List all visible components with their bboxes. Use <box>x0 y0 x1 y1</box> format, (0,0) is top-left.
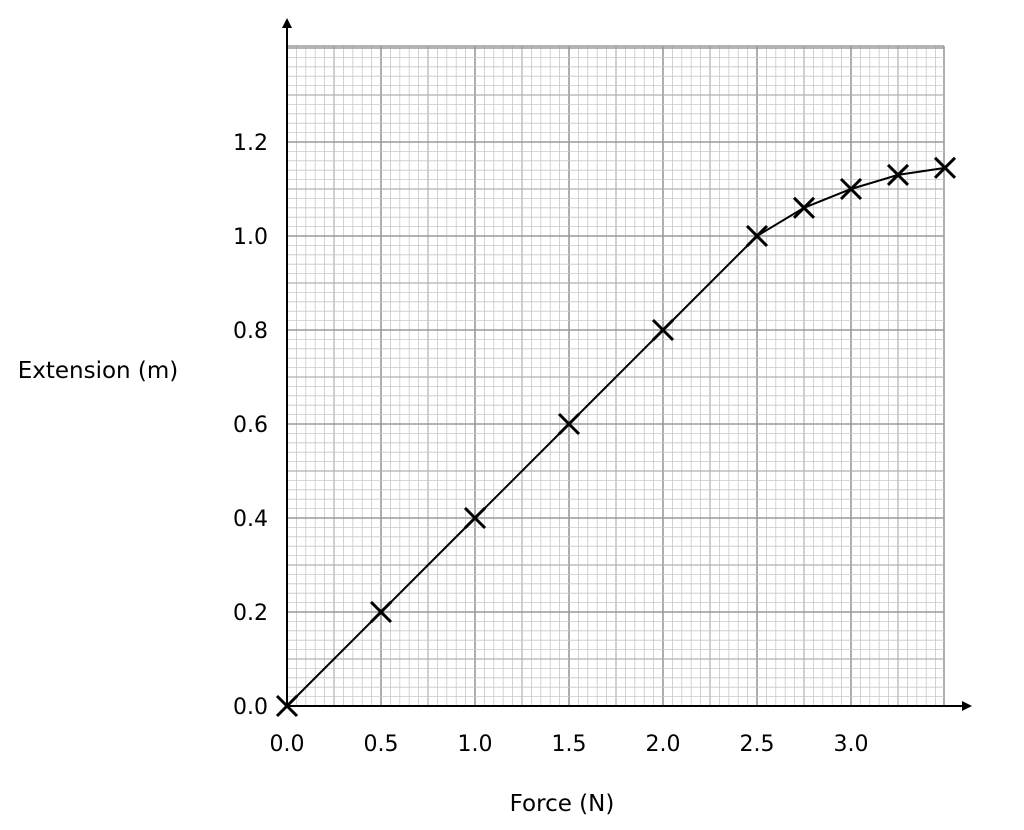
data-point-marker <box>275 694 299 718</box>
x-axis-label: Force (N) <box>510 791 615 817</box>
data-point-marker <box>463 506 487 530</box>
data-series <box>275 156 957 718</box>
grid <box>286 45 945 707</box>
y-tick-label: 1.2 <box>233 131 268 156</box>
x-tick-label: 1.0 <box>458 732 493 757</box>
data-point-marker <box>886 163 910 186</box>
y-tick-label: 0.4 <box>233 507 268 532</box>
x-tick-label: 2.5 <box>740 732 775 757</box>
axes <box>282 18 972 711</box>
data-point-marker <box>745 224 769 248</box>
data-point-marker <box>369 600 393 624</box>
x-axis-arrow <box>962 701 972 711</box>
x-tick-label: 2.0 <box>646 732 681 757</box>
data-point-marker <box>557 412 581 436</box>
y-axis-label: Extension (m) <box>18 358 179 384</box>
data-point-marker <box>792 196 816 219</box>
y-tick-label: 0.6 <box>233 413 268 438</box>
x-tick-labels: 0.0 0.5 1.0 1.5 2.0 2.5 3.0 <box>270 732 869 757</box>
x-tick-label: 3.0 <box>834 732 869 757</box>
series-line <box>286 166 946 707</box>
y-tick-label: 1.0 <box>233 225 268 250</box>
y-tick-label: 0.8 <box>233 319 268 344</box>
x-tick-label: 0.0 <box>270 732 305 757</box>
y-tick-label: 0.0 <box>233 695 268 720</box>
data-point-marker <box>933 156 957 179</box>
x-tick-label: 0.5 <box>364 732 399 757</box>
y-tick-labels: 0.0 0.2 0.4 0.6 0.8 1.0 1.2 <box>233 131 268 720</box>
x-tick-label: 1.5 <box>552 732 587 757</box>
y-axis-arrow <box>282 18 292 28</box>
data-point-marker <box>839 177 863 201</box>
y-tick-label: 0.2 <box>233 601 268 626</box>
data-point-marker <box>651 318 675 342</box>
